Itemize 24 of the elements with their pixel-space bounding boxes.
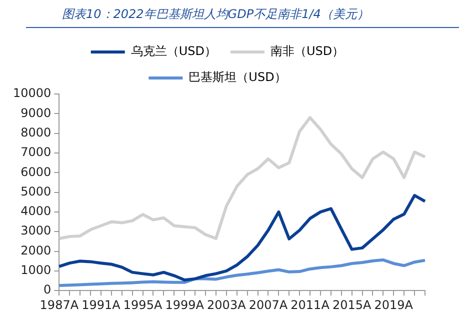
x-tick-label: 2011A <box>290 298 330 312</box>
chart-title: 图表10：2022年巴基斯坦人均GDP不足南非1/4（美元） <box>26 0 459 28</box>
legend-label: 巴基斯坦（USD） <box>188 70 286 84</box>
y-tick-label: 6000 <box>20 164 52 179</box>
x-tick-label: 1995A <box>123 298 163 312</box>
legend-label: 乌克兰（USD） <box>130 44 216 58</box>
y-tick-label: 5000 <box>20 184 52 198</box>
x-tick-label: 1991A <box>82 298 122 312</box>
y-tick-label: 7000 <box>20 145 52 160</box>
x-tick-label: 1987A <box>40 298 80 312</box>
y-tick-label: 2000 <box>20 243 52 258</box>
y-tick-label: 4000 <box>20 204 52 218</box>
x-tick-label: 2003A <box>207 298 247 312</box>
y-tick-label: 1000 <box>20 263 52 278</box>
legend-label: 南非（USD） <box>270 44 344 58</box>
y-tick-label: 9000 <box>20 106 52 120</box>
y-tick-label: 8000 <box>20 125 52 140</box>
x-tick-label: 1999A <box>165 298 205 312</box>
x-tick-label: 2015A <box>332 298 372 312</box>
x-tick-label: 2007A <box>248 298 288 312</box>
y-tick-label: 3000 <box>20 224 52 238</box>
y-tick-label: 10000 <box>12 86 52 100</box>
y-tick-label: 0 <box>44 282 52 297</box>
x-tick-label: 2019A <box>374 298 414 312</box>
